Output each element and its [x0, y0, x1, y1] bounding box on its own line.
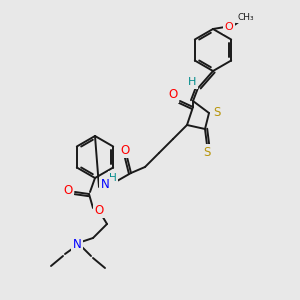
Text: O: O: [94, 203, 103, 217]
Text: O: O: [63, 184, 73, 196]
Text: N: N: [73, 238, 81, 250]
Text: H: H: [109, 173, 117, 183]
Text: H: H: [188, 77, 196, 87]
Text: O: O: [225, 22, 233, 32]
Text: S: S: [213, 106, 221, 119]
Text: O: O: [120, 143, 130, 157]
Text: N: N: [100, 178, 109, 191]
Text: S: S: [203, 146, 211, 158]
Text: CH₃: CH₃: [238, 13, 254, 22]
Text: O: O: [168, 88, 178, 101]
